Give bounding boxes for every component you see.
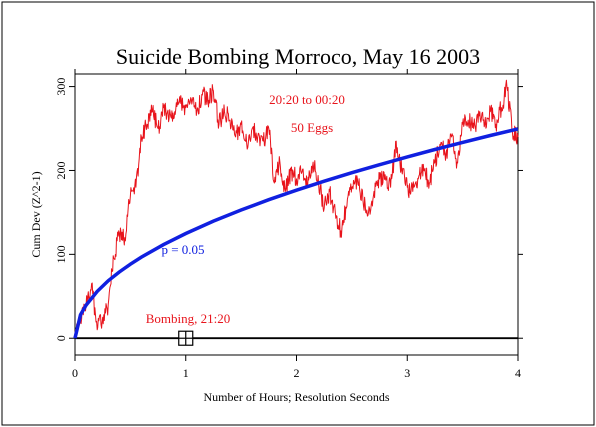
x-tick-label: 1	[183, 366, 189, 380]
y-axis-label: Cum Dev (Z^2-1)	[29, 171, 43, 257]
annotation-eggs: 50 Eggs	[291, 120, 333, 135]
cumdev-trace	[74, 79, 519, 335]
axis-ticks: 0 1 2 3 4 0 100 200 300	[54, 69, 523, 380]
x-tick-label: 3	[404, 366, 410, 380]
p05-envelope	[73, 127, 519, 339]
chart-title: Suicide Bombing Morroco, May 16 2003	[116, 44, 480, 69]
annotation-event: Bombing, 21:20	[146, 311, 231, 326]
annotation-p-value: p = 0.05	[161, 242, 204, 257]
y-tick-label: 300	[54, 78, 68, 96]
annotation-time-range: 20:20 to 00:20	[269, 92, 345, 107]
event-marker	[178, 330, 194, 346]
y-tick-label: 200	[54, 161, 68, 179]
series-layer	[73, 79, 519, 340]
x-tick-label: 4	[515, 366, 521, 380]
x-axis-label: Number of Hours; Resolution Seconds	[204, 390, 390, 404]
x-tick-label: 2	[294, 366, 300, 380]
y-tick-label: 100	[54, 245, 68, 263]
x-tick-label: 0	[72, 366, 78, 380]
y-tick-label: 0	[54, 335, 68, 341]
